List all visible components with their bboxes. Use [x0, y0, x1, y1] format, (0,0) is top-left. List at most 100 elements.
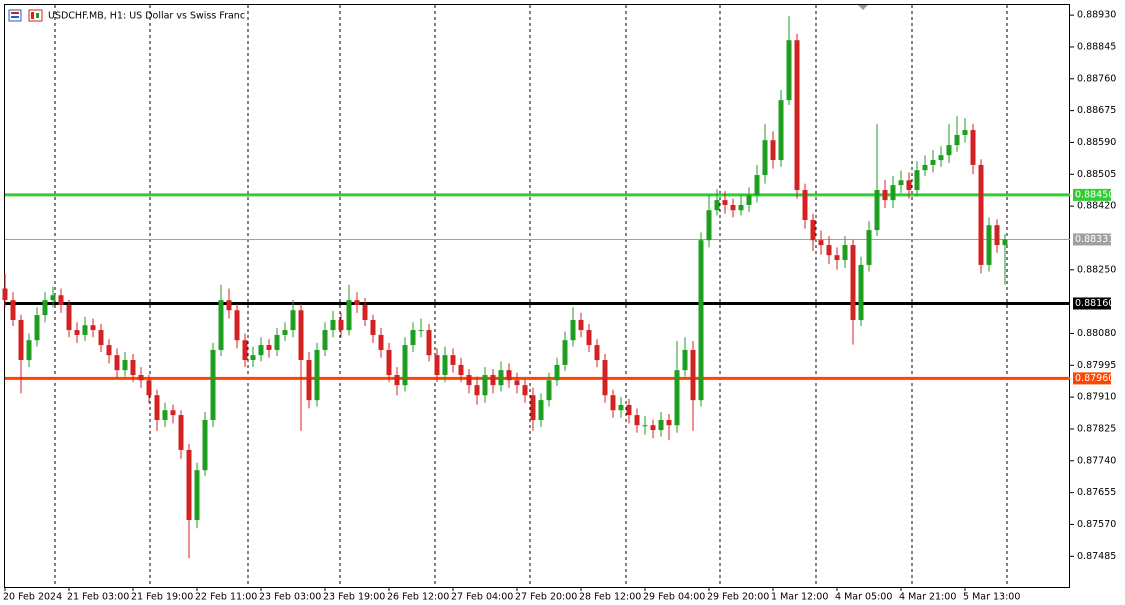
candle-body — [842, 245, 848, 261]
candle-body — [450, 355, 456, 365]
candle-body — [162, 410, 168, 420]
candle-body — [490, 375, 496, 386]
candle-body — [298, 310, 304, 361]
candle-body — [714, 200, 720, 211]
candle-body — [234, 310, 240, 341]
candle-body — [890, 185, 896, 201]
x-tick-label: 27 Feb 04:00 — [451, 592, 513, 603]
candle-body — [962, 130, 968, 135]
y-tick-label: 0.87910 — [1077, 392, 1116, 403]
x-tick-label: 29 Feb 20:00 — [707, 592, 769, 603]
candle-body — [258, 345, 264, 356]
candle-body — [402, 345, 408, 386]
candle-body — [442, 355, 448, 376]
candle-body — [66, 304, 72, 331]
candle-body — [458, 364, 464, 376]
candle-body — [122, 360, 128, 371]
shift-marker — [858, 5, 868, 10]
candle-body — [226, 300, 232, 311]
x-tick-label: 4 Mar 21:00 — [899, 592, 956, 603]
candle-body — [770, 140, 776, 161]
candle-body — [130, 360, 136, 376]
candle-body — [778, 100, 784, 161]
toolbar-icons — [8, 9, 43, 22]
candle-body — [154, 395, 160, 420]
candle-body — [514, 380, 520, 386]
candle-body — [858, 264, 864, 320]
candle-body — [210, 349, 216, 420]
x-tick-label: 23 Feb 19:00 — [323, 592, 385, 603]
candle-body — [898, 180, 904, 186]
candle-body — [682, 349, 688, 371]
candle-body — [850, 245, 856, 320]
candle-body — [994, 225, 1000, 246]
candle-body — [530, 395, 536, 420]
candle-body — [314, 349, 320, 401]
candle-body — [194, 470, 200, 520]
candle-body — [218, 300, 224, 350]
candle-body — [538, 400, 544, 420]
candle-body — [466, 375, 472, 386]
candle-body — [930, 160, 936, 165]
y-tick-label: 0.88760 — [1077, 73, 1116, 84]
y-tick-label: 0.87655 — [1077, 487, 1116, 498]
price-level-tag — [1073, 297, 1111, 310]
candle-body — [522, 385, 528, 396]
y-tick-label: 0.87485 — [1077, 551, 1116, 562]
candle-body — [562, 340, 568, 365]
icon — [11, 12, 19, 14]
icon — [28, 9, 43, 22]
candle-body — [706, 210, 712, 241]
y-tick-label: 0.87570 — [1077, 519, 1116, 530]
x-tick-label: 23 Feb 03:00 — [259, 592, 321, 603]
candle-body — [650, 425, 656, 431]
candle-body — [34, 315, 40, 341]
candle-body — [642, 425, 648, 427]
x-tick-label: 20 Feb 2024 — [3, 592, 62, 603]
price-level-label: 0.88160 — [1075, 298, 1114, 309]
candle-body — [882, 190, 888, 201]
candle-body — [674, 370, 680, 426]
candle-body — [354, 300, 360, 305]
y-tick-label: 0.87740 — [1077, 455, 1116, 466]
icon — [11, 16, 19, 18]
candle-body — [2, 288, 8, 301]
x-tick-label: 26 Feb 12:00 — [387, 592, 449, 603]
candle-body — [378, 334, 384, 350]
candle-body — [730, 204, 736, 211]
candle-body — [50, 295, 56, 301]
candle-body — [338, 319, 344, 331]
candle-body — [1002, 239, 1008, 246]
candle-body — [986, 225, 992, 265]
candle-body — [274, 334, 280, 350]
candle-body — [866, 230, 872, 265]
candle-body — [242, 340, 248, 361]
y-tick-label: 0.88080 — [1077, 328, 1116, 339]
candle-body — [74, 330, 80, 335]
candle-body — [178, 415, 184, 450]
candle-body — [970, 130, 976, 165]
candle-body — [290, 310, 296, 331]
candle-body — [362, 304, 368, 320]
candle-body — [834, 255, 840, 261]
candle-body — [386, 349, 392, 376]
candle-body — [810, 219, 816, 241]
candle-body — [946, 145, 952, 156]
candle-body — [978, 164, 984, 265]
candle-body — [138, 375, 144, 381]
candle-body — [146, 380, 152, 396]
price-level-label: 0.88450 — [1075, 189, 1114, 200]
x-tick-label: 21 Feb 03:00 — [67, 592, 129, 603]
candle-body — [594, 345, 600, 361]
candle-body — [754, 175, 760, 196]
candle-body — [722, 200, 728, 205]
candle-body — [794, 40, 800, 191]
price-level-tag — [1073, 372, 1111, 385]
candle-body — [698, 240, 704, 401]
x-tick-label: 27 Feb 20:00 — [515, 592, 577, 603]
candle-body — [938, 155, 944, 161]
icon — [8, 9, 22, 22]
candle-body — [914, 170, 920, 191]
candle-body — [786, 40, 792, 101]
